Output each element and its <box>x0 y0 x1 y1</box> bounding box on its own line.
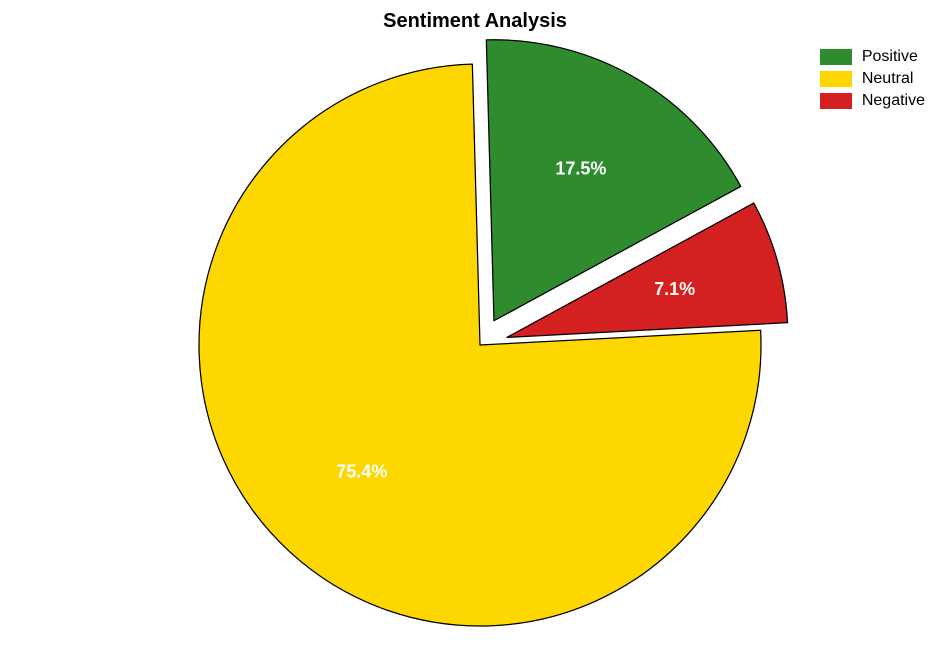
slice-label-positive: 17.5% <box>555 159 606 179</box>
sentiment-pie-chart: Sentiment Analysis 75.4%17.5%7.1% Positi… <box>0 0 950 662</box>
slice-label-neutral: 75.4% <box>336 462 387 482</box>
legend-swatch <box>820 93 852 109</box>
slice-label-negative: 7.1% <box>654 279 695 299</box>
legend-label: Positive <box>862 48 918 66</box>
pie-svg: 75.4% 17.5% 7.1% <box>0 0 950 662</box>
legend-label: Negative <box>862 92 925 110</box>
legend-item-negative: Negative <box>820 92 925 110</box>
legend-label: Neutral <box>862 70 914 88</box>
legend-swatch <box>820 71 852 87</box>
chart-legend: Positive Neutral Negative <box>820 48 925 114</box>
legend-item-neutral: Neutral <box>820 70 925 88</box>
legend-item-positive: Positive <box>820 48 925 66</box>
legend-swatch <box>820 49 852 65</box>
